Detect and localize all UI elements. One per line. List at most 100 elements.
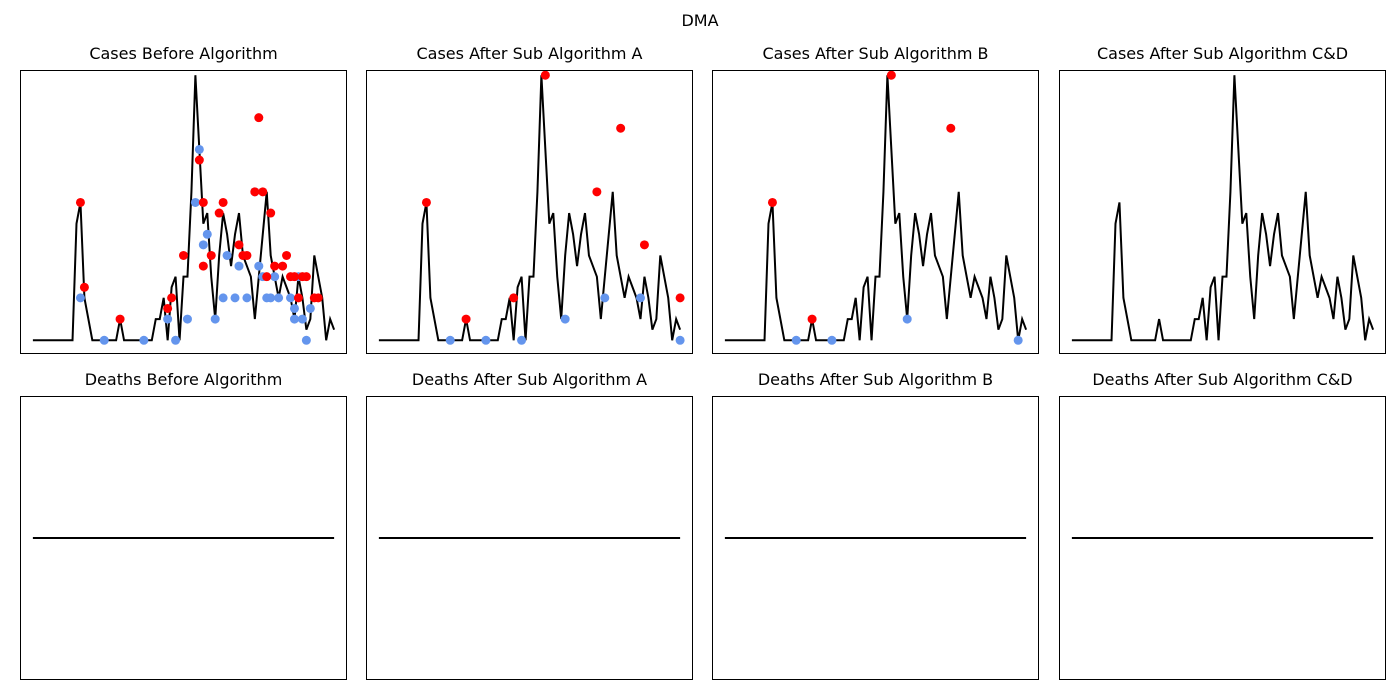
peak-point [639, 240, 649, 250]
panel-title: Deaths After Sub Algorithm A [411, 370, 648, 389]
peak-point [242, 250, 252, 260]
peak-point [179, 250, 188, 260]
chart-svg [724, 71, 1028, 345]
series-line [724, 75, 1028, 342]
peak-point [289, 272, 299, 282]
trough-point [827, 335, 837, 345]
peak-point [301, 272, 311, 282]
chart-svg [1071, 537, 1374, 539]
trough-point [242, 293, 252, 303]
panel-title: Cases After Sub Algorithm C&D [1096, 44, 1349, 63]
chart-svg [378, 537, 681, 539]
peak-point [807, 314, 817, 324]
peak-point [313, 293, 323, 303]
figure-title: DMA [681, 11, 719, 30]
peak-point [79, 282, 89, 292]
trough-point [289, 303, 299, 313]
chart-svg [1071, 75, 1375, 342]
peak-point [234, 240, 244, 250]
trough-point [289, 314, 299, 324]
peak-point [167, 293, 177, 303]
panel-title: Deaths After Sub Algorithm C&D [1092, 370, 1353, 389]
trough-point [99, 335, 109, 345]
peak-point [163, 303, 173, 313]
trough-point [305, 303, 315, 313]
plot-area [1059, 396, 1386, 680]
plot-area [20, 70, 347, 354]
trough-point [222, 250, 232, 260]
peak-point [254, 113, 264, 123]
panel-title: Cases After Sub Algorithm B [762, 44, 989, 63]
peak-point [293, 293, 303, 303]
peak-point [194, 155, 204, 165]
panel-title: Deaths After Sub Algorithm B [757, 370, 994, 389]
peak-point [198, 261, 208, 271]
peak-point [270, 261, 280, 271]
panel-title: Deaths Before Algorithm [84, 370, 283, 389]
peak-point [282, 250, 292, 260]
peak-point [115, 314, 125, 324]
peak-point [886, 71, 896, 80]
trough-point [139, 335, 149, 345]
trough-point [274, 293, 284, 303]
trough-point [182, 314, 192, 324]
series-line [1071, 75, 1375, 342]
trough-point [270, 272, 280, 282]
peak-point [214, 208, 224, 218]
trough-point [297, 314, 307, 324]
chart-svg [32, 537, 335, 539]
peak-point [266, 208, 276, 218]
peak-point [540, 71, 550, 80]
trough-point [218, 293, 228, 303]
peak-point [616, 123, 626, 133]
trough-point [902, 314, 912, 324]
trough-point [791, 335, 801, 345]
trough-point [517, 335, 527, 345]
plot-area [366, 396, 693, 680]
peak-point [278, 261, 288, 271]
chart-svg [32, 75, 336, 345]
trough-point [286, 293, 296, 303]
peak-point [592, 187, 602, 197]
trough-point [445, 335, 455, 345]
trough-point [675, 335, 685, 345]
trough-point [163, 314, 173, 324]
peak-point [509, 293, 519, 303]
trough-point [266, 293, 276, 303]
trough-point [202, 229, 212, 239]
peak-point [675, 293, 685, 303]
peak-point [946, 123, 956, 133]
peak-point [421, 197, 431, 207]
trough-point [1013, 335, 1023, 345]
peak-point [218, 197, 228, 207]
peak-point [767, 197, 777, 207]
plot-area [712, 70, 1039, 354]
trough-point [75, 293, 85, 303]
chart-svg [378, 71, 685, 345]
trough-point [254, 261, 264, 271]
peak-point [461, 314, 471, 324]
trough-point [198, 240, 208, 250]
plot-area [1059, 70, 1386, 354]
chart-svg [724, 537, 1027, 539]
trough-point [190, 197, 200, 207]
trough-point [635, 293, 645, 303]
peak-point [258, 187, 268, 197]
trough-point [194, 144, 204, 154]
trough-point [230, 293, 240, 303]
plot-area [712, 396, 1039, 680]
trough-point [600, 293, 610, 303]
panel-title: Cases After Sub Algorithm A [416, 44, 643, 63]
peak-point [262, 272, 272, 282]
plot-area [366, 70, 693, 354]
trough-point [301, 335, 311, 345]
trough-point [210, 314, 220, 324]
trough-point [171, 335, 181, 345]
peak-point [250, 187, 260, 197]
trough-point [234, 261, 244, 271]
peak-point [75, 197, 85, 207]
series-line [32, 75, 336, 342]
trough-point [481, 335, 491, 345]
plot-area [20, 396, 347, 680]
trough-point [560, 314, 570, 324]
